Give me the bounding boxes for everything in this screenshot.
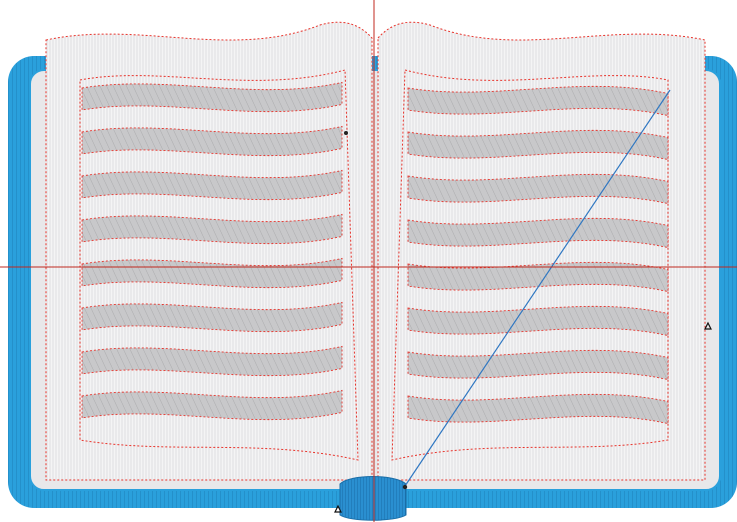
- right-text-line-2: [407, 129, 669, 161]
- left-text-line-2: [81, 125, 343, 157]
- start-point-marker[interactable]: [344, 131, 348, 135]
- left-page-text-lines: [81, 81, 343, 421]
- right-text-line-7: [407, 349, 669, 381]
- left-text-line-1: [81, 81, 343, 113]
- right-text-line-3: [407, 173, 669, 205]
- right-page-text-lines: [407, 85, 669, 425]
- left-page-inner-outline: [79, 69, 359, 461]
- left-text-line-3: [81, 169, 343, 201]
- right-page-inner-outline: [391, 69, 669, 461]
- end-point-marker[interactable]: [402, 484, 408, 490]
- triangle-marker-icon[interactable]: [334, 504, 342, 513]
- right-text-line-5: [407, 261, 669, 293]
- left-text-line-8: [81, 389, 343, 421]
- right-text-line-6: [407, 305, 669, 337]
- triangle-marker-icon[interactable]: [704, 321, 712, 330]
- book-spine: [339, 476, 407, 521]
- left-text-line-5: [81, 257, 343, 289]
- right-text-line-8: [407, 393, 669, 425]
- right-text-line-1: [407, 85, 669, 117]
- travel-stitch-line: [404, 89, 671, 487]
- right-text-line-4: [407, 217, 669, 249]
- left-text-line-7: [81, 345, 343, 377]
- left-text-line-6: [81, 301, 343, 333]
- left-text-line-4: [81, 213, 343, 245]
